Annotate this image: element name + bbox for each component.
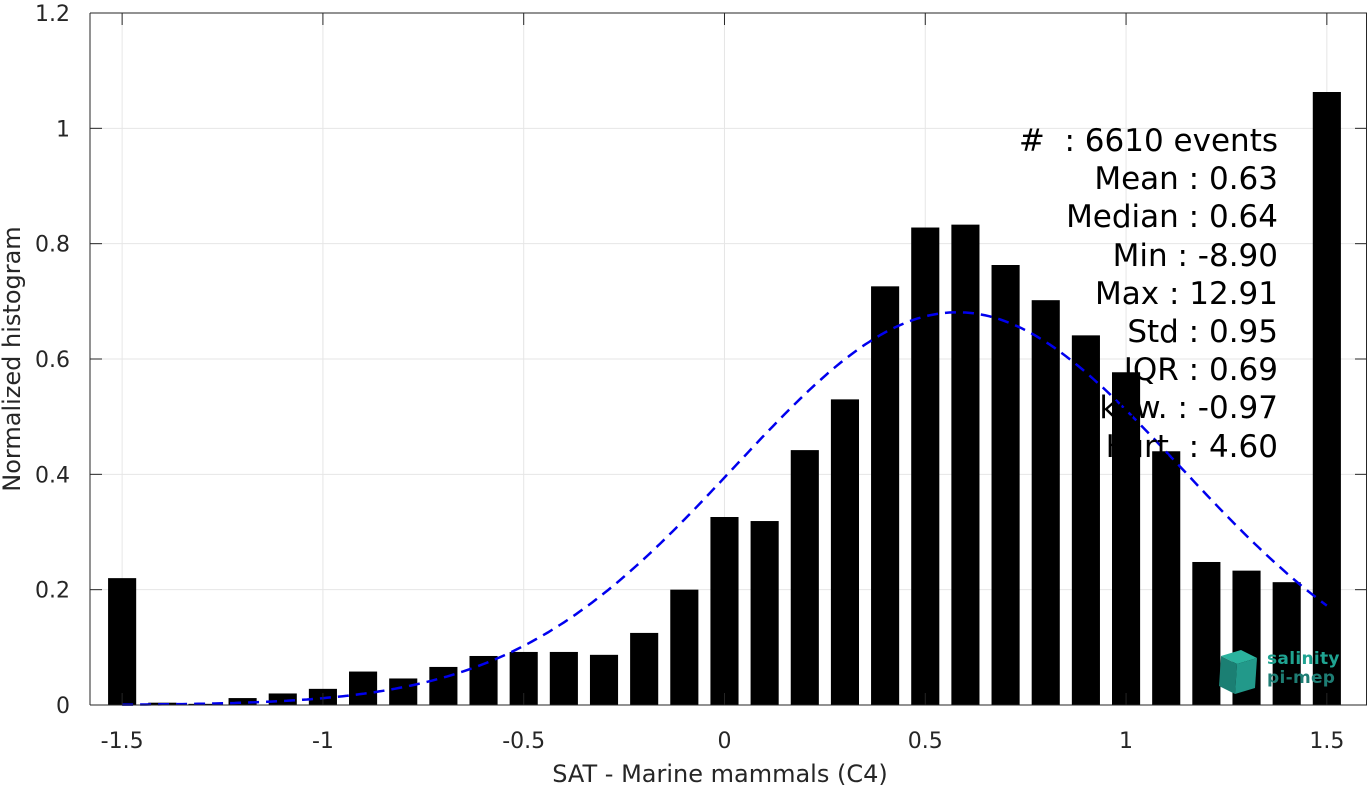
histogram-bar [389,678,418,705]
histogram-bar [1192,561,1221,705]
y-tick-label: 0.8 [35,233,70,258]
histogram-bar [911,227,940,705]
histogram-bar [1071,335,1100,705]
histogram-bar [1031,300,1060,705]
stats-annotation: # : 6610 events Mean : 0.63 Median : 0.6… [1019,122,1278,466]
bars [108,92,1341,706]
histogram-bar [670,589,699,705]
x-tick-label: 1 [1119,729,1133,754]
histogram-bar [1272,582,1301,705]
histogram-bar [1312,92,1341,705]
histogram-bar [429,666,458,705]
stat-median: Median : 0.64 [1066,199,1278,236]
histogram-bar [830,399,860,705]
histogram-bar [750,521,779,705]
stat-min: Min : -8.90 [1112,237,1278,274]
histogram-bar [549,651,578,705]
x-tick-label: -1.5 [101,729,144,754]
y-tick-label: 0.4 [35,463,70,488]
x-axis-label: SAT - Marine mammals (C4) [552,760,887,785]
histogram-bar [991,265,1020,705]
histogram-bar [871,286,900,705]
stat-events: # : 6610 events [1018,123,1278,159]
salinity-pimep-logo: salinity pi-mep [1217,648,1347,696]
histogram-bar [349,671,378,705]
logo-cube-icon [1219,650,1257,694]
stat-max: Max : 12.91 [1095,275,1278,312]
histogram-bar [710,517,739,705]
x-tick-label: 0 [717,729,731,754]
y-tick-label: 0.6 [35,348,70,373]
histogram-bar [951,224,980,706]
stat-kurt: Kurt. : 4.60 [1105,428,1278,465]
stat-skew: Skew. : -0.97 [1079,390,1278,427]
y-tick-label: 1 [56,117,70,142]
histogram-bar [630,632,659,705]
x-tick-label: -1 [312,729,334,754]
histogram-bar [1112,372,1141,705]
stat-std: Std : 0.95 [1127,314,1278,351]
logo-text-pimep: pi-mep [1267,668,1336,688]
y-tick-label: 0.2 [35,579,70,604]
x-tick-label: 0.5 [908,729,943,754]
x-tick-label: -0.5 [502,729,545,754]
y-tick-label: 1.2 [35,2,70,27]
histogram-bar [108,578,137,705]
x-tick-label: 1.5 [1309,729,1344,754]
tick-labels: -1.5 -1 -0.5 0 0.5 1 1.5 0 0.2 0.4 0.6 0.8 1 1.2 [35,2,1344,754]
histogram-bar [1152,451,1181,705]
histogram-bar [228,698,257,705]
histogram-bar [589,654,619,705]
y-tick-label: 0 [56,694,70,719]
stat-mean: Mean : 0.63 [1094,161,1278,198]
y-axis-label: Normalized histogram [0,226,26,491]
stat-iqr: IQR : 0.69 [1123,352,1278,389]
logo-text-salinity: salinity [1267,649,1340,669]
histogram-bar [790,450,819,705]
histogram-bar [268,693,297,705]
